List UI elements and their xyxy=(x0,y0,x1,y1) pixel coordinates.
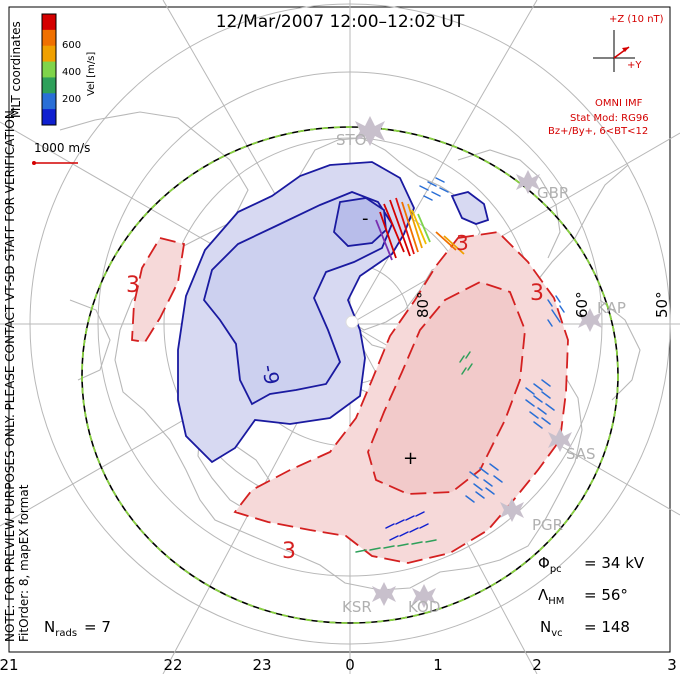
mlt-tick-21: 21 xyxy=(0,656,19,674)
contour-label-3-top: 3 xyxy=(456,231,469,255)
lambda-hm-value: = 56° xyxy=(584,586,628,604)
n-vc-value: = 148 xyxy=(584,618,630,636)
colorbar-tick-600: 600 xyxy=(62,40,81,51)
colorbar-cell xyxy=(42,45,56,63)
map-title: 12/Mar/2007 12:00–12:02 UT xyxy=(216,12,465,32)
preview-note: NOTE: FOR PREVIEW PURPOSES ONLY. PLEASE … xyxy=(3,106,17,642)
colorbar-cell xyxy=(42,29,56,47)
latitude-label-50: 50° xyxy=(653,291,671,318)
potential-minimum-marker: - xyxy=(362,208,369,229)
latitude-label-60: 60° xyxy=(573,291,591,318)
station-label-sas: SAS xyxy=(566,445,596,463)
colorbar-label: Vel [m/s] xyxy=(86,52,97,96)
colorbar-cell xyxy=(42,61,56,78)
velocity-vectors-low xyxy=(355,177,565,553)
lambda-hm-symbol: ΛHM xyxy=(538,586,564,607)
negative-potential-cell xyxy=(177,161,490,464)
velocity-vectors-high xyxy=(375,197,465,261)
stat-model: Stat Mod: RG96 xyxy=(570,113,649,124)
imf-condition: Bz+/By+, 6<BT<12 xyxy=(548,126,648,137)
phi-pc-value: = 34 kV xyxy=(584,554,645,572)
station-marker-pgr xyxy=(500,498,524,522)
potential-maximum-marker: + xyxy=(403,448,418,469)
contour-label-neg9: -9 xyxy=(257,363,284,387)
contour-label-3-right: 3 xyxy=(530,281,544,306)
station-label-ksr: KSR xyxy=(342,598,372,616)
colorbar-cell xyxy=(42,77,56,94)
station-label-gbr: GBR xyxy=(537,184,569,202)
n-vc-symbol: Nvc xyxy=(540,618,563,639)
imf-source: OMNI IMF xyxy=(595,98,643,109)
colorbar-cell xyxy=(42,93,56,110)
colorbar-tick-200: 200 xyxy=(62,94,81,105)
map-statistics: Φpc = 34 kV ΛHM = 56° Nvc = 148 Nrads = … xyxy=(44,554,645,639)
contour-label-3-left: 3 xyxy=(126,273,140,298)
pole-marker xyxy=(345,315,359,329)
latitude-label-80: 80° xyxy=(414,291,432,318)
vector-scale: 1000 m/s xyxy=(32,141,90,165)
colorbar-tick-400: 400 xyxy=(62,67,81,78)
station-marker-kap xyxy=(578,308,602,332)
station-label-sto: STO xyxy=(336,131,367,149)
vector-scale-label: 1000 m/s xyxy=(34,141,90,155)
station-marker-sto xyxy=(355,116,385,146)
fit-order-label: FitOrder: 8, mapEX format xyxy=(17,484,31,642)
station-marker-kod xyxy=(412,584,436,608)
station-markers xyxy=(355,116,602,608)
station-label-pgr: PGR xyxy=(532,516,563,534)
mlt-tick-1: 1 xyxy=(433,656,443,674)
phi-pc-symbol: Φpc xyxy=(538,554,562,575)
station-label-kap: KAP xyxy=(597,299,626,317)
velocity-colorbar: 600 400 200 Vel [m/s] xyxy=(41,13,97,126)
mlt-tick-23: 23 xyxy=(252,656,271,674)
station-marker-ksr xyxy=(372,582,396,606)
imf-by-label: +Y xyxy=(627,60,642,71)
mlt-axis: 21 22 23 0 1 2 3 xyxy=(0,656,677,674)
n-rads-symbol: Nrads xyxy=(44,618,77,639)
mlt-tick-3: 3 xyxy=(667,656,677,674)
station-label-kod: KOD xyxy=(408,598,440,616)
colorbar-cell xyxy=(42,14,56,31)
contour-label-3-bottom: 3 xyxy=(282,539,296,564)
colorbar-frame xyxy=(41,13,57,126)
colorbar-cell xyxy=(42,109,56,126)
heppner-maynard-boundary xyxy=(81,126,619,624)
imf-bz-label: +Z (10 nT) xyxy=(609,14,664,25)
coords-label: MLT coordinates xyxy=(9,21,23,118)
mlt-tick-2: 2 xyxy=(532,656,542,674)
mlt-tick-22: 22 xyxy=(163,656,182,674)
station-marker-sas xyxy=(548,428,572,452)
imf-indicator: +Z (10 nT) +Y OMNI IMF Stat Mod: RG96 Bz… xyxy=(548,14,664,137)
n-rads-value: = 7 xyxy=(84,618,111,636)
station-marker-gbr xyxy=(516,170,540,194)
mlt-tick-0: 0 xyxy=(345,656,355,674)
